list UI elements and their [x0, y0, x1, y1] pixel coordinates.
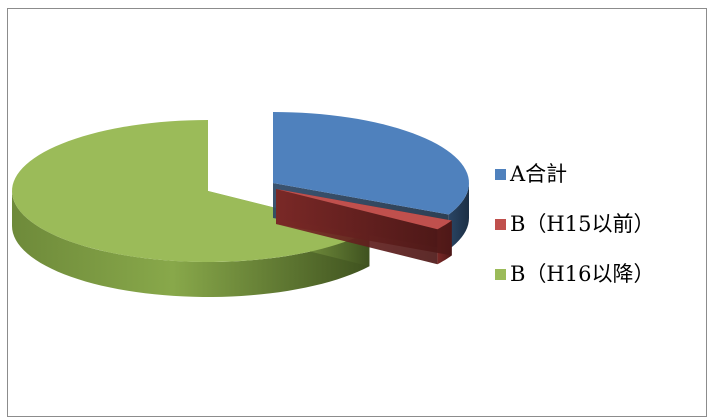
pie-slice-b-before-h15 — [276, 189, 452, 265]
legend-label-b-before-h15: B（H15以前） — [510, 212, 655, 236]
legend-swatch-b-before-h15 — [495, 219, 506, 230]
legend-item-b-after-h16: B（H16以降） — [495, 261, 654, 287]
legend-label-b-after-h16: B（H16以降） — [510, 262, 655, 286]
chart-area: A合計 B（H15以前） B（H16以降） — [7, 8, 707, 417]
legend-swatch-b-after-h16 — [495, 269, 506, 280]
pie-chart — [12, 112, 469, 297]
legend-label-a-total: A合計 — [510, 162, 568, 186]
legend-item-b-before-h15: B（H15以前） — [495, 211, 654, 237]
legend-item-a-total: A合計 — [495, 161, 654, 187]
pie-slice-b-after-h16 — [12, 120, 370, 297]
legend-swatch-a-total — [495, 169, 506, 180]
legend: A合計 B（H15以前） B（H16以降） — [495, 161, 654, 311]
